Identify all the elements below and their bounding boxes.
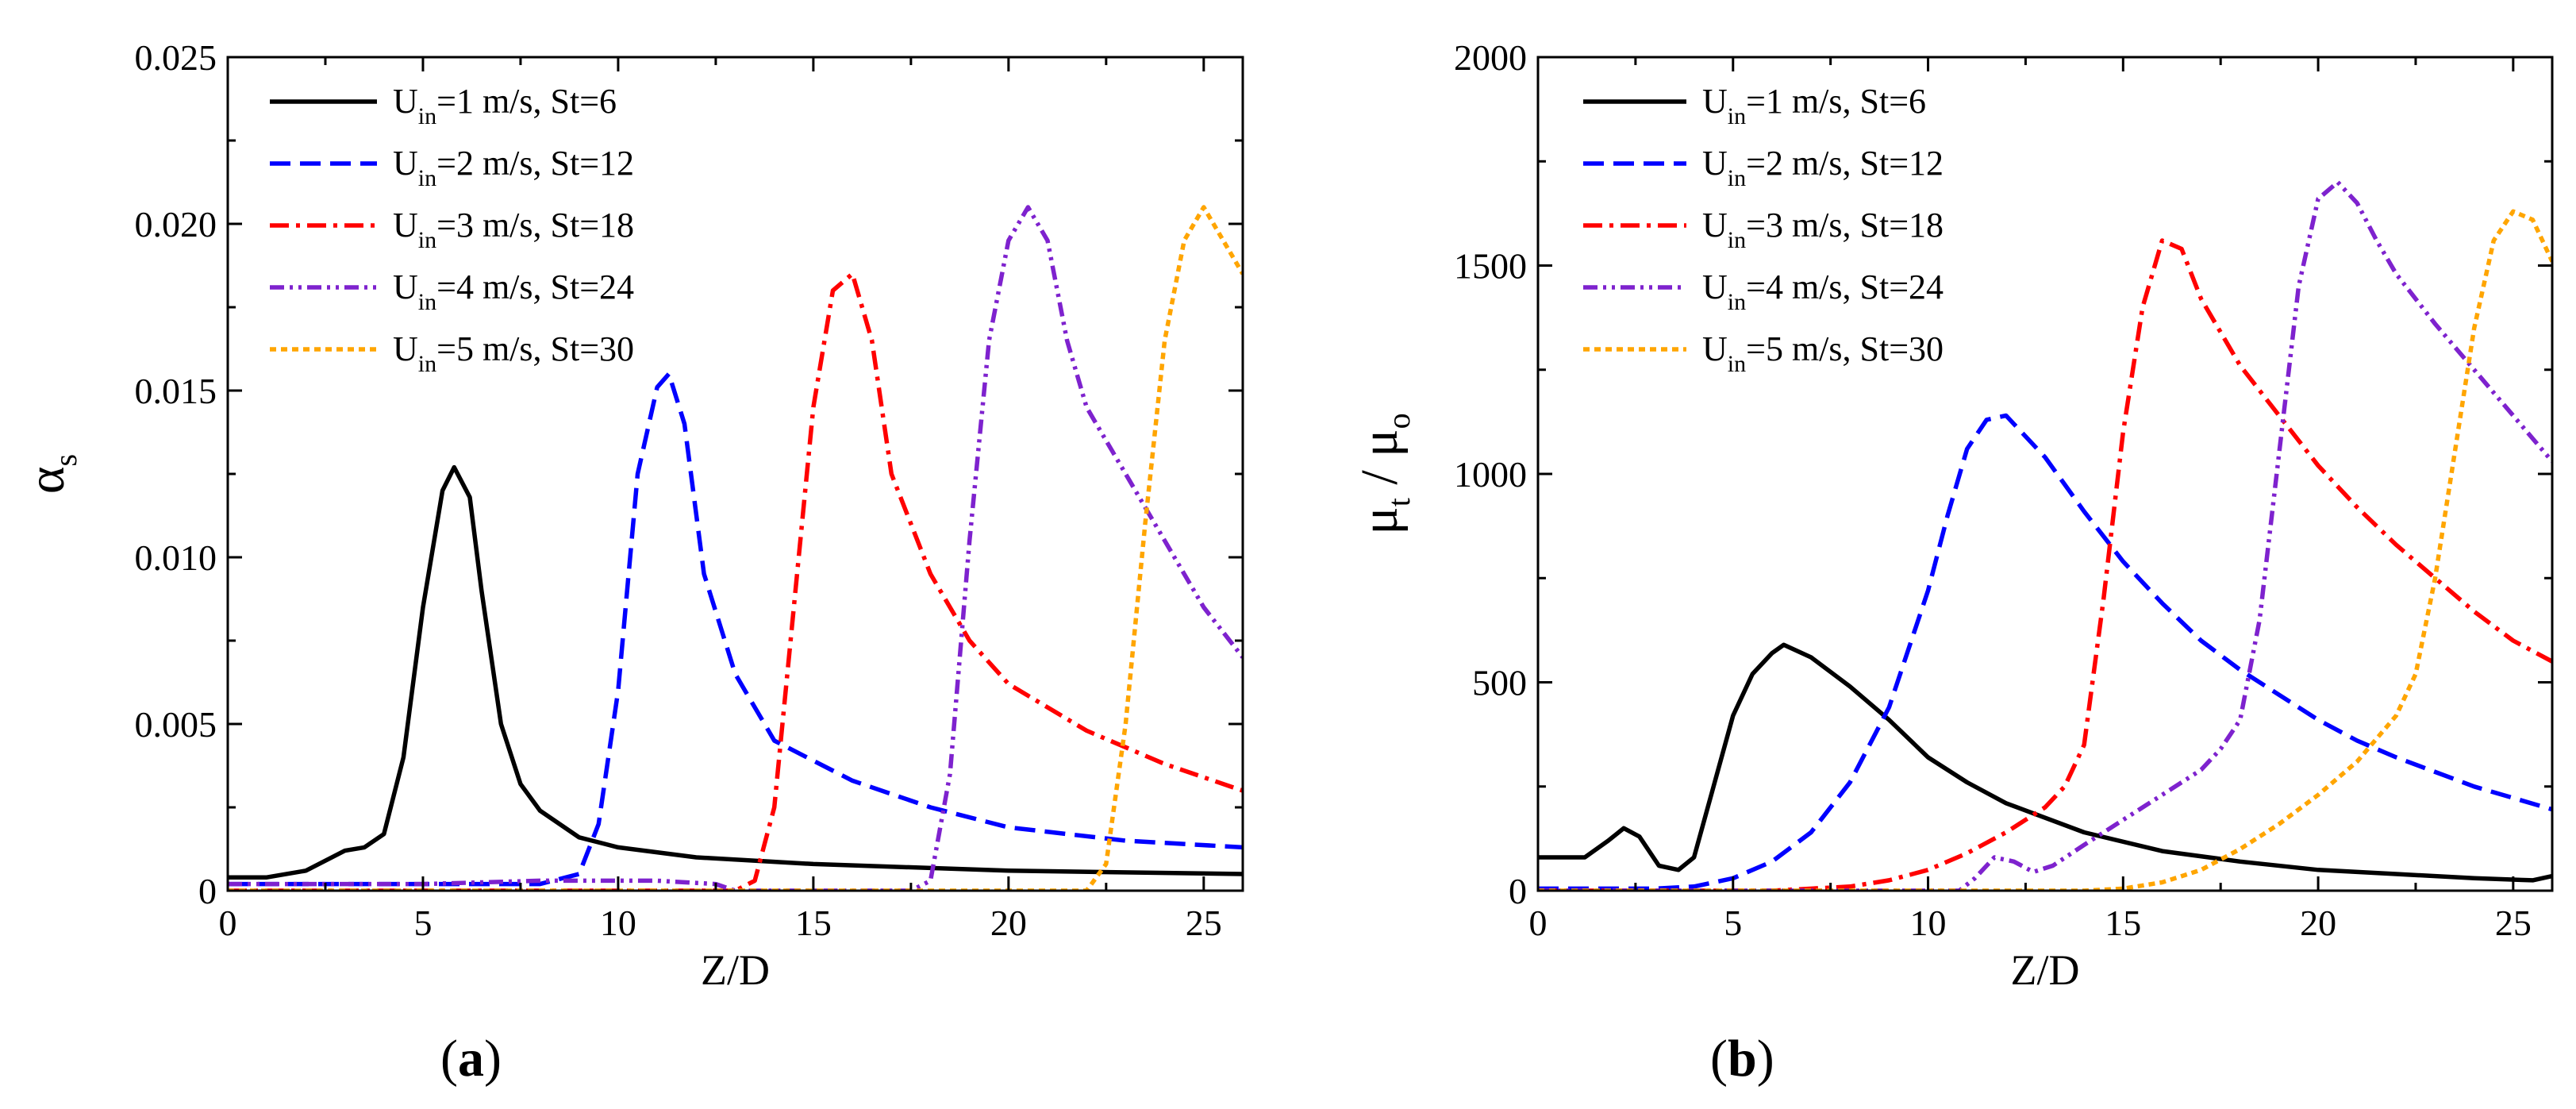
y-tick-label: 1500 (1454, 246, 1527, 287)
series-line-2 (1538, 413, 2552, 891)
y-tick-label: 0.005 (135, 704, 217, 745)
x-tick-label: 5 (1724, 903, 1742, 943)
legend-entry-2: Uin=2 m/s, St=12 (393, 144, 634, 191)
series-line-3 (228, 271, 1243, 891)
y-tick-label: 1000 (1454, 454, 1527, 495)
series-line-4 (228, 205, 1243, 891)
plot-frame (1536, 56, 2554, 892)
legend-entry-4: Uin=4 m/s, St=24 (393, 268, 634, 315)
x-tick-label: 15 (2105, 903, 2141, 943)
y-tick-label: 0.010 (135, 537, 217, 578)
series-line-4 (1538, 179, 2552, 891)
y-tick-label: 2000 (1454, 37, 1527, 78)
series-line-5 (228, 205, 1243, 891)
legend-entry-3: Uin=3 m/s, St=18 (1702, 206, 1944, 253)
y-tick-label: 0.015 (135, 371, 217, 411)
series-line-1 (1538, 642, 2552, 883)
series-line-5 (1538, 209, 2552, 891)
series-line-2 (228, 372, 1243, 887)
legend-entry-5: Uin=5 m/s, St=30 (1702, 329, 1944, 377)
x-tick-label: 10 (1910, 903, 1947, 943)
legend-entry-5: Uin=5 m/s, St=30 (393, 329, 634, 377)
x-tick-label: 5 (413, 903, 432, 943)
x-tick-label: 25 (1186, 903, 1222, 943)
y-axis-label: μt / μo (1351, 413, 1417, 534)
y-tick-label: 0 (1509, 871, 1527, 911)
y-axis-label: αs (17, 454, 83, 494)
y-tick-label: 0.020 (135, 204, 217, 245)
legend-entry-1: Uin=1 m/s, St=6 (1702, 82, 1926, 129)
y-tick-label: 0.025 (135, 37, 217, 78)
chart-panel-a: 0 5 10 15 20 25 0 0.005 0.010 0.015 0.020 0.025 Z/D α… (17, 37, 1244, 994)
x-tick-label: 10 (600, 903, 636, 943)
series-line-3 (1538, 238, 2552, 891)
y-tick-label: 500 (1472, 663, 1527, 703)
x-tick-label: 0 (1529, 903, 1548, 943)
legend-entry-1: Uin=1 m/s, St=6 (393, 82, 617, 129)
x-tick-label: 20 (990, 903, 1027, 943)
legend-entry-3: Uin=3 m/s, St=18 (393, 206, 634, 253)
legend-entry-2: Uin=2 m/s, St=12 (1702, 144, 1944, 191)
legend-entry-4: Uin=4 m/s, St=24 (1702, 268, 1944, 315)
chart-panel-b: 0 5 10 15 20 25 0 500 1000 1500 2000 Z/D μt / μo Uin=… (1351, 37, 2554, 994)
x-axis-label: Z/D (2011, 946, 2080, 994)
panel-label-a: (a) (440, 1030, 502, 1088)
y-tick-label: 0 (198, 871, 217, 911)
x-tick-label: 0 (219, 903, 237, 943)
x-tick-label: 15 (795, 903, 832, 943)
x-tick-label: 25 (2495, 903, 2532, 943)
series-line-1 (228, 464, 1243, 880)
x-axis-label: Z/D (701, 946, 770, 994)
x-tick-label: 20 (2300, 903, 2336, 943)
plot-frame (226, 56, 1244, 892)
panel-label-b: (b) (1710, 1030, 1774, 1088)
